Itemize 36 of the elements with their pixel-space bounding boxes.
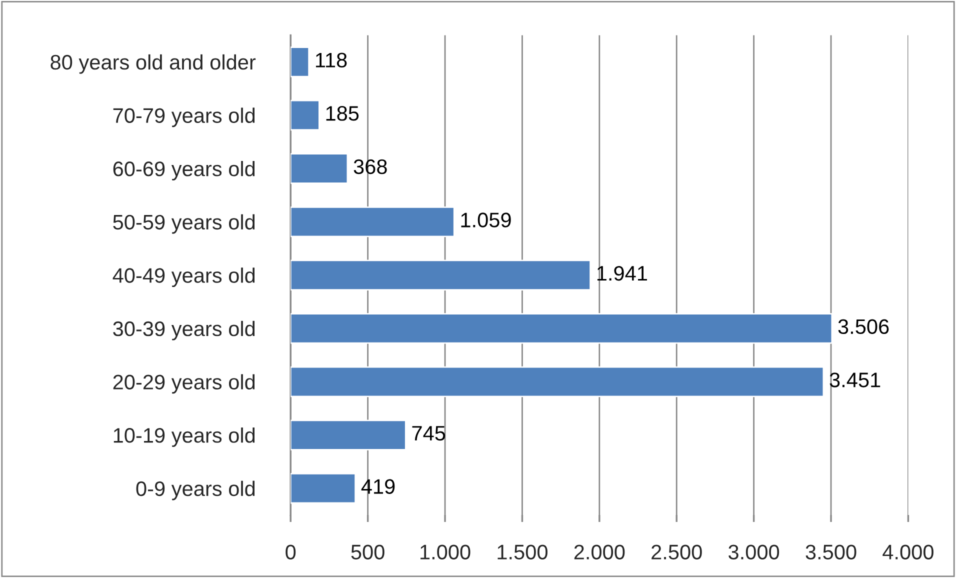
bar bbox=[290, 260, 591, 290]
y-tick-label: 70-79 years old bbox=[113, 108, 255, 128]
y-tick-label: 80 years old and older bbox=[50, 54, 256, 74]
x-tick-label: 2.500 bbox=[652, 544, 702, 560]
data-label: 368 bbox=[354, 159, 387, 174]
x-tick-label: 2.000 bbox=[574, 544, 625, 560]
y-tick-label: 20-29 years old bbox=[113, 374, 255, 394]
data-label: 3.451 bbox=[830, 372, 880, 388]
x-tick-label: 500 bbox=[351, 544, 384, 560]
y-tick-label: 0-9 years old bbox=[136, 480, 255, 500]
y-tick-label: 30-39 years old bbox=[113, 320, 255, 340]
x-tick-label: 3.500 bbox=[806, 544, 856, 560]
x-tick-label: 4.000 bbox=[882, 544, 934, 560]
x-tick-label: 1.000 bbox=[420, 544, 470, 560]
data-label: 745 bbox=[412, 426, 446, 441]
bar bbox=[290, 100, 320, 131]
bar bbox=[290, 153, 348, 184]
data-label: 1.059 bbox=[461, 212, 511, 228]
y-tick-label: 10-19 years old bbox=[114, 427, 255, 447]
bar bbox=[290, 313, 833, 344]
data-label: 185 bbox=[326, 106, 359, 121]
bar bbox=[290, 472, 356, 504]
bar bbox=[290, 366, 824, 398]
y-tick-label: 50-59 years old bbox=[113, 214, 255, 234]
bar bbox=[290, 420, 406, 450]
y-tick-label: 60-69 years old bbox=[113, 160, 255, 180]
x-tick-label: 3.000 bbox=[728, 544, 780, 560]
bar bbox=[290, 46, 310, 78]
data-label: 1.941 bbox=[597, 266, 647, 281]
data-label: 3.506 bbox=[838, 319, 889, 334]
x-tick-label: 1.500 bbox=[498, 544, 548, 560]
data-label: 419 bbox=[361, 479, 395, 494]
data-label: 118 bbox=[316, 52, 347, 68]
x-tick-label: 0 bbox=[286, 544, 296, 560]
bar bbox=[290, 206, 455, 238]
y-tick-label: 40-49 years old bbox=[112, 268, 255, 287]
